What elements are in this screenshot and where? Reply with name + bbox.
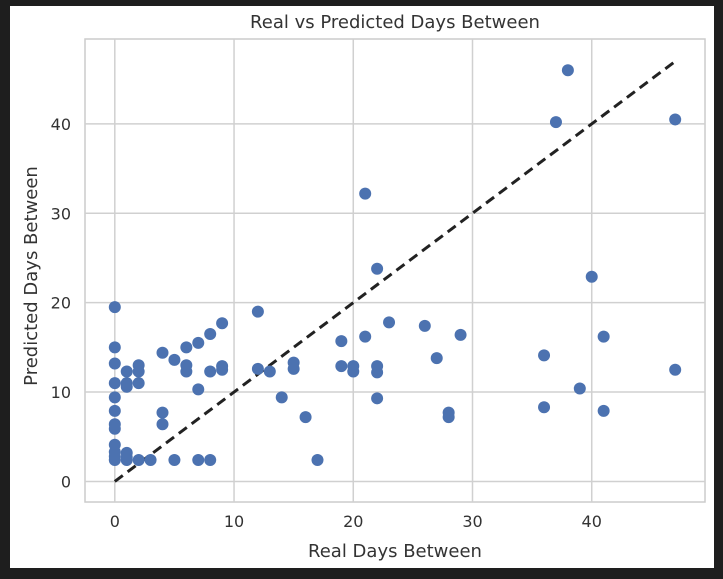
y-tick-label: 40 — [51, 115, 71, 134]
data-point — [156, 346, 169, 359]
data-point — [132, 377, 145, 390]
y-tick-label: 10 — [51, 383, 71, 402]
data-point — [538, 349, 551, 362]
data-point — [251, 362, 264, 375]
data-point — [216, 363, 229, 376]
scatter-chart: 0 10 20 30 40 0 10 20 30 40 Real vs Predicted Da… — [21, 12, 706, 562]
data-point — [132, 453, 145, 466]
data-point — [335, 360, 348, 373]
data-point — [108, 404, 121, 417]
data-point — [597, 330, 610, 343]
reference-line — [113, 60, 677, 483]
reference-line-group — [113, 60, 677, 483]
data-point — [216, 317, 229, 330]
x-tick-label: 20 — [343, 512, 363, 531]
data-point — [359, 187, 372, 200]
data-point — [192, 336, 205, 349]
data-point — [454, 328, 467, 341]
data-point — [669, 113, 682, 126]
x-tick-label: 0 — [110, 512, 120, 531]
y-tick-label: 20 — [51, 294, 71, 313]
x-tick-labels: 0 10 20 30 40 — [110, 512, 602, 531]
data-point — [347, 365, 360, 378]
data-point — [120, 365, 133, 378]
data-point — [585, 270, 598, 283]
data-point — [168, 353, 181, 366]
data-point — [359, 330, 372, 343]
data-point — [251, 305, 264, 318]
data-point — [204, 327, 217, 340]
data-point — [371, 262, 384, 275]
data-point — [108, 341, 121, 354]
data-point — [180, 365, 193, 378]
data-point — [299, 411, 312, 424]
data-point — [108, 357, 121, 370]
y-tick-labels: 0 10 20 30 40 — [51, 115, 71, 492]
data-point — [204, 453, 217, 466]
y-axis-label: Predicted Days Between — [21, 166, 42, 386]
chart-frame: 0 10 20 30 40 0 10 20 30 40 Real vs Predicted Da… — [10, 6, 714, 568]
data-point — [120, 380, 133, 393]
data-point — [192, 383, 205, 396]
data-point — [311, 453, 324, 466]
data-point — [180, 341, 193, 354]
grid-lines — [85, 39, 705, 502]
data-point — [549, 116, 562, 129]
data-point — [144, 453, 157, 466]
data-point — [156, 406, 169, 419]
data-point — [418, 319, 431, 332]
data-point — [442, 411, 455, 424]
x-tick-label: 10 — [224, 512, 244, 531]
x-tick-label: 40 — [582, 512, 602, 531]
data-point — [108, 422, 121, 435]
data-point — [108, 391, 121, 404]
x-tick-label: 30 — [462, 512, 482, 531]
data-point — [275, 391, 288, 404]
data-point — [335, 335, 348, 348]
chart-title: Real vs Predicted Days Between — [250, 12, 540, 33]
data-point — [204, 365, 217, 378]
data-point — [573, 382, 586, 395]
data-point — [263, 365, 276, 378]
data-point — [156, 418, 169, 431]
data-point — [108, 453, 121, 466]
data-point — [669, 363, 682, 376]
data-point — [371, 366, 384, 379]
data-point — [561, 64, 574, 77]
data-points — [108, 64, 682, 466]
x-axis-label: Real Days Between — [308, 541, 482, 562]
data-point — [132, 365, 145, 378]
y-tick-label: 30 — [51, 204, 71, 223]
data-point — [371, 392, 384, 405]
plot-area — [84, 38, 706, 503]
data-point — [108, 377, 121, 390]
data-point — [108, 301, 121, 314]
data-point — [192, 453, 205, 466]
data-point — [287, 362, 300, 375]
data-point — [120, 453, 133, 466]
data-point — [538, 401, 551, 414]
data-point — [168, 453, 181, 466]
data-point — [597, 404, 610, 417]
data-point — [430, 352, 443, 365]
y-tick-label: 0 — [61, 472, 71, 491]
data-point — [383, 316, 396, 329]
